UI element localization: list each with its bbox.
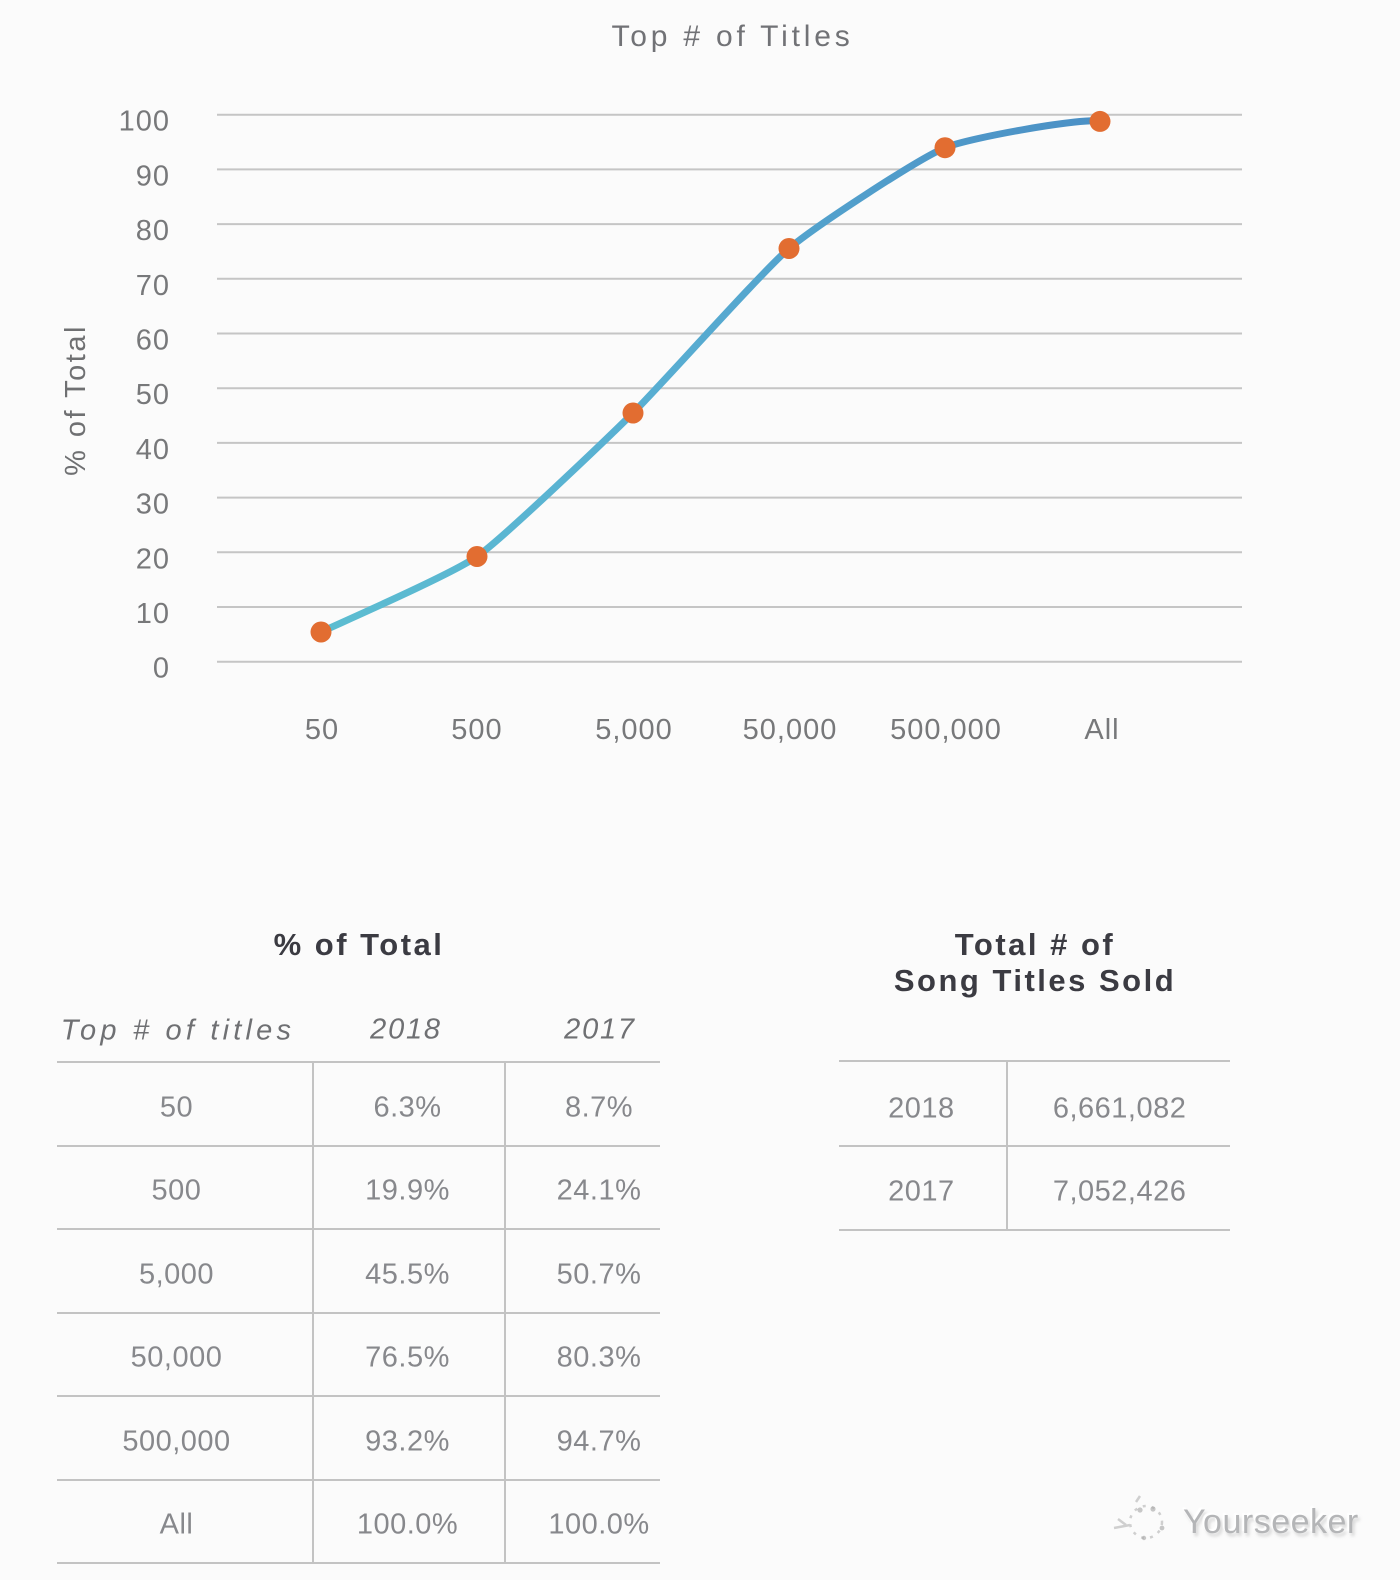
svg-text:All: All: [1084, 714, 1119, 746]
svg-text:90: 90: [136, 160, 170, 192]
svg-text:500: 500: [451, 714, 502, 746]
svg-text:10: 10: [136, 598, 170, 630]
svg-text:% of Total: % of Total: [60, 324, 92, 476]
svg-text:80: 80: [136, 215, 170, 247]
svg-text:0: 0: [153, 653, 170, 685]
svg-text:60: 60: [136, 325, 170, 357]
svg-text:500,000: 500,000: [890, 714, 1002, 746]
svg-text:30: 30: [136, 489, 170, 521]
svg-text:50: 50: [136, 379, 170, 411]
svg-text:Top # of Titles: Top # of Titles: [611, 20, 853, 53]
svg-text:50: 50: [305, 714, 339, 746]
svg-text:50,000: 50,000: [743, 714, 838, 746]
svg-text:20: 20: [136, 543, 170, 575]
svg-text:40: 40: [136, 434, 170, 466]
svg-text:100: 100: [119, 106, 170, 138]
svg-text:5,000: 5,000: [595, 714, 673, 746]
svg-text:70: 70: [136, 270, 170, 302]
